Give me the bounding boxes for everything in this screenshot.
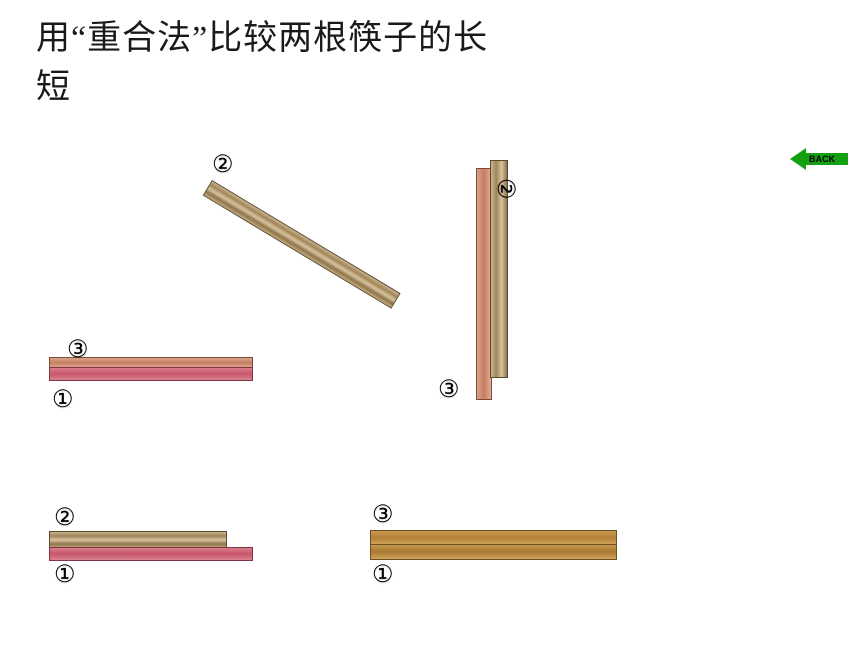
- label-lab-bl-1: ①: [54, 560, 76, 589]
- page-title: 用“重合法”比较两根筷子的长 短: [36, 14, 488, 113]
- label-lab-mid-3: ③: [67, 335, 89, 364]
- title-line1: 用“重合法”比较两根筷子的长: [36, 20, 488, 57]
- label-lab-br-1: ①: [372, 560, 394, 589]
- title-line2: 短: [36, 69, 71, 106]
- label-lab-mid-1: ①: [52, 385, 74, 414]
- stick-br-bot: [370, 544, 617, 560]
- stick-mid-left-bot: [49, 367, 253, 381]
- back-button[interactable]: BACK: [790, 148, 848, 170]
- back-button-label: BACK: [809, 154, 835, 164]
- label-lab-bl-2: ②: [54, 503, 76, 532]
- label-lab-br-3: ③: [372, 500, 394, 529]
- stick-bl-bot: [49, 547, 253, 561]
- label-lab-vert-2: ②: [491, 178, 520, 200]
- label-lab-diag-2: ②: [212, 150, 234, 179]
- back-arrow-icon: BACK: [790, 148, 848, 170]
- label-lab-vert-3: ③: [438, 375, 460, 404]
- stick-diag-stick: [203, 180, 401, 309]
